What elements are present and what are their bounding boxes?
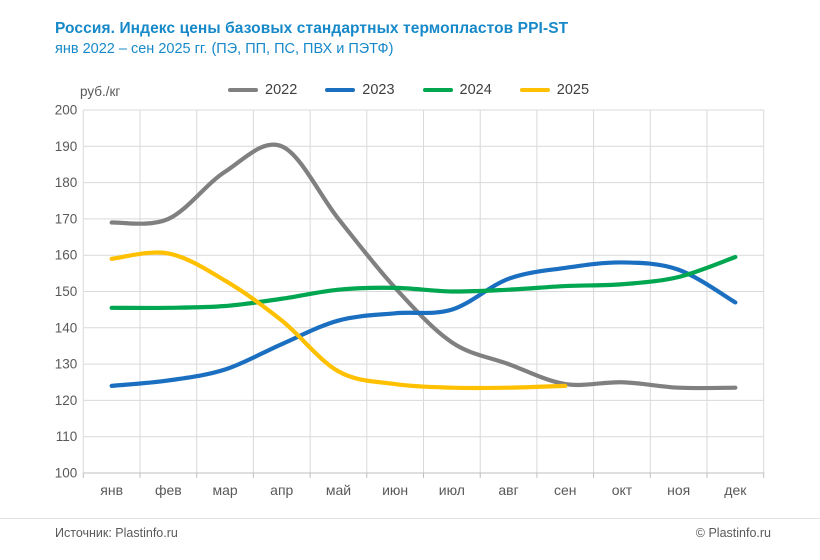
chart-legend: 2022 2023 2024 2025 [228,82,589,98]
source-text: Источник: Plastinfo.ru [55,526,178,540]
page-title: Россия. Индекс цены базовых стандартных … [55,20,569,37]
x-tick-label: фев [155,482,182,498]
series-line-2023 [109,260,738,388]
y-axis-unit-label: руб./кг [80,84,121,99]
x-tick-label: мар [212,482,237,498]
series-line-2022 [109,142,738,391]
legend-label: 2025 [556,82,590,98]
x-tick-label: июл [439,482,465,498]
copyright-text: © Plastinfo.ru [695,526,771,540]
y-tick-label: 160 [55,248,78,263]
legend-item-2024: 2024 [422,82,492,98]
y-tick-label: 130 [55,357,78,372]
y-tick-label: 190 [55,139,78,154]
legend-label: 2023 [362,82,395,98]
price-index-line-chart: 100 110 120 130 140 150 160 170 180 190 200 янв фев м… [55,103,765,498]
footer-divider [0,518,820,519]
x-tick-label: янв [100,482,123,498]
x-axis-labels: янв фев мар апр май июн июл авг сен окт ноя дек [100,482,747,498]
y-tick-label: 170 [55,211,78,226]
legend-label: 2024 [459,82,492,98]
x-tick-label: сен [554,482,577,498]
x-tick-label: ноя [667,482,690,498]
y-axis-labels: 100 110 120 130 140 150 160 170 180 190 200 [55,103,78,481]
y-tick-label: 120 [55,393,78,408]
series-line-2025 [109,250,568,391]
legend-swatch-icon [325,87,356,93]
y-tick-label: 110 [56,429,78,444]
y-tick-label: 100 [55,466,78,481]
x-axis-line [82,472,765,478]
legend-label: 2022 [265,82,298,98]
x-tick-label: май [326,482,351,498]
y-tick-label: 140 [55,320,78,335]
legend-swatch-icon [519,87,550,93]
x-tick-label: апр [270,482,293,498]
y-tick-label: 150 [55,284,78,299]
legend-item-2022: 2022 [228,82,297,98]
y-tick-label: 180 [55,175,78,190]
y-tick-label: 200 [55,103,78,118]
legend-item-2025: 2025 [519,82,590,98]
legend-swatch-icon [228,87,258,93]
x-tick-label: дек [724,482,747,498]
x-tick-label: авг [498,482,518,498]
page-subtitle: янв 2022 – сен 2025 гг. (ПЭ, ПП, ПС, ПВХ… [55,41,394,57]
legend-item-2023: 2023 [325,82,395,98]
x-tick-label: окт [612,482,633,498]
legend-swatch-icon [422,87,453,93]
series-line-2024 [109,254,738,311]
x-tick-label: июн [382,482,408,498]
